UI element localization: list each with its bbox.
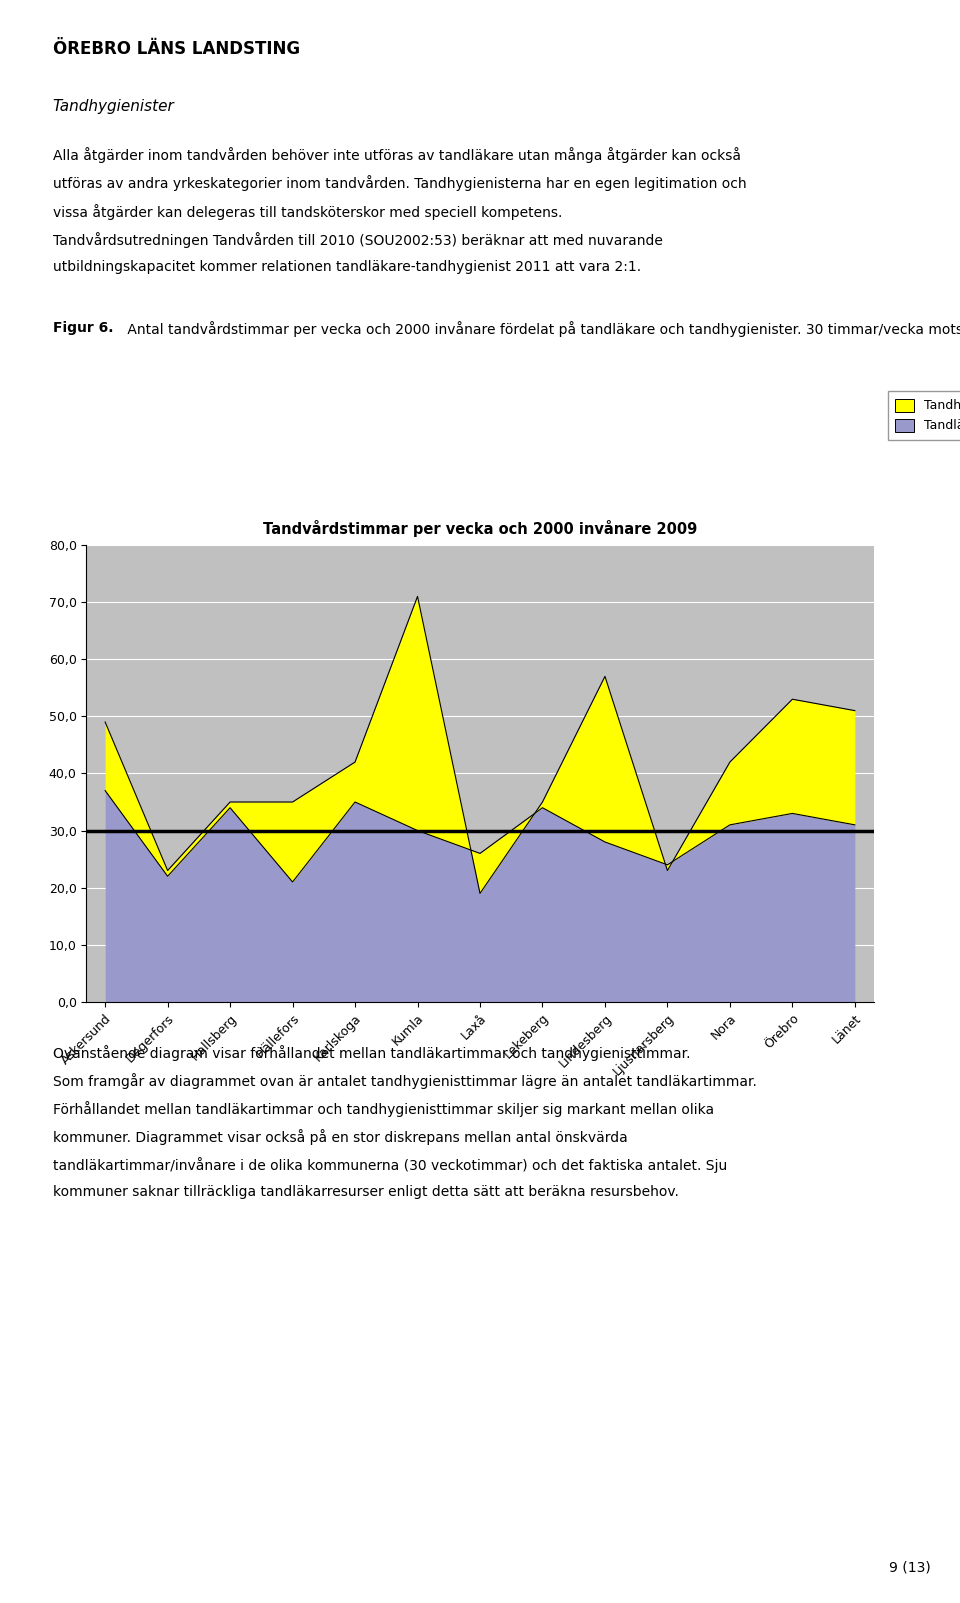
Text: Figur 6.: Figur 6. — [53, 321, 113, 335]
Text: kommuner saknar tillräckliga tandläkarresurser enligt detta sätt att beräkna res: kommuner saknar tillräckliga tandläkarre… — [53, 1186, 679, 1199]
Text: Tandhygienister: Tandhygienister — [53, 99, 175, 114]
Text: tandläkartimmar/invånare i de olika kommunerna (30 veckotimmar) och det faktiska: tandläkartimmar/invånare i de olika komm… — [53, 1157, 727, 1173]
Text: Tandvårdsutredningen Tandvården till 2010 (SOU2002:53) beräknar att med nuvarand: Tandvårdsutredningen Tandvården till 201… — [53, 231, 662, 247]
Text: ÖREBRO LÄNS LANDSTING: ÖREBRO LÄNS LANDSTING — [53, 40, 300, 58]
Text: utföras av andra yrkeskategorier inom tandvården. Tandhygienisterna har en egen : utföras av andra yrkeskategorier inom ta… — [53, 175, 747, 191]
Text: kommuner. Diagrammet visar också på en stor diskrepans mellan antal önskvärda: kommuner. Diagrammet visar också på en s… — [53, 1129, 628, 1145]
Legend: Tandhygienist, Tandläkare: Tandhygienist, Tandläkare — [888, 391, 960, 439]
Text: Förhållandet mellan tandläkartimmar och tandhygienisttimmar skiljer sig markant : Förhållandet mellan tandläkartimmar och … — [53, 1101, 714, 1117]
Text: Tandvårdstimmar per vecka och 2000 invånare 2009: Tandvårdstimmar per vecka och 2000 invån… — [263, 519, 697, 537]
Text: Antal tandvårdstimmar per vecka och 2000 invånare fördelat på tandläkare och tan: Antal tandvårdstimmar per vecka och 2000… — [123, 321, 960, 337]
Text: Ovanstående diagram visar förhållandet mellan tandläkartimmar och tandhygienistt: Ovanstående diagram visar förhållandet m… — [53, 1045, 690, 1061]
Text: 9 (13): 9 (13) — [890, 1560, 931, 1574]
Text: Som framgår av diagrammet ovan är antalet tandhygienisttimmar lägre än antalet t: Som framgår av diagrammet ovan är antale… — [53, 1074, 756, 1088]
Text: vissa åtgärder kan delegeras till tandsköterskor med speciell kompetens.: vissa åtgärder kan delegeras till tandsk… — [53, 204, 563, 220]
Text: Alla åtgärder inom tandvården behöver inte utföras av tandläkare utan många åtgä: Alla åtgärder inom tandvården behöver in… — [53, 147, 741, 164]
Text: utbildningskapacitet kommer relationen tandläkare-tandhygienist 2011 att vara 2:: utbildningskapacitet kommer relationen t… — [53, 260, 641, 274]
